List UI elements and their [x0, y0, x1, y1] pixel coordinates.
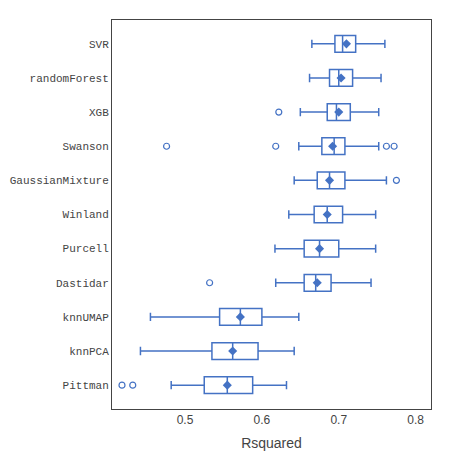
- svg-text:0.8: 0.8: [407, 413, 424, 427]
- svg-text:SVR: SVR: [89, 39, 109, 51]
- svg-text:knnPCA: knnPCA: [69, 346, 109, 358]
- svg-text:GaussianMixture: GaussianMixture: [10, 175, 109, 187]
- svg-text:0.5: 0.5: [177, 413, 194, 427]
- svg-text:Swanson: Swanson: [63, 141, 109, 153]
- svg-text:Pittman: Pittman: [63, 380, 109, 392]
- svg-text:0.6: 0.6: [254, 413, 271, 427]
- svg-text:Purcell: Purcell: [63, 243, 109, 255]
- svg-text:0.7: 0.7: [330, 413, 347, 427]
- svg-text:Winland: Winland: [63, 209, 109, 221]
- svg-text:Rsquared: Rsquared: [241, 435, 302, 451]
- svg-text:knnUMAP: knnUMAP: [63, 312, 110, 324]
- svg-text:Dastidar: Dastidar: [56, 278, 109, 290]
- svg-text:randomForest: randomForest: [30, 73, 109, 85]
- svg-text:XGB: XGB: [89, 107, 109, 119]
